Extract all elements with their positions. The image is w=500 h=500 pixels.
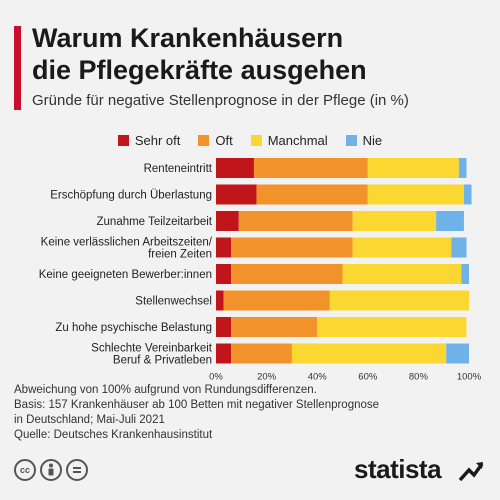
bar-segment [216,317,232,337]
bar-segment [352,211,437,231]
legend-label-oft: Oft [215,132,233,148]
bar-segment [367,158,459,178]
bar-segment [436,211,464,231]
bar-segment [463,184,472,205]
title-accent-bar [14,26,21,110]
chart-title: Warum Krankenhäusern die Pflegekräfte au… [32,22,472,86]
bar-segment [451,237,467,258]
bar-segment [231,264,343,284]
category-label: Renteneintritt [144,163,213,175]
footnote-line-3: in Deutschland; Mai-Juli 2021 [14,414,165,426]
title-line-2: die Pflegekräfte ausgehen [32,55,367,85]
bar-segment [231,343,292,364]
x-tick-label: 40% [308,372,328,383]
legend-label-nie: Nie [362,132,383,148]
bar-segment [461,264,469,284]
x-tick-label: 0% [209,372,223,383]
stacked-bar-chart: Renteneintritt Erschöpfung durch Überlast… [39,158,482,383]
category-label: Keine verlässlichen Arbeitszeiten/freien… [41,237,213,261]
bar-segment [329,290,469,311]
legend-swatch-manchmal [250,134,262,146]
bar-segment [216,290,224,311]
legend-swatch-nie [345,134,357,146]
bar-segment [238,211,353,231]
chart-subtitle: Gründe für negative Stellenprognose in d… [32,92,409,109]
legend: Sehr oft Oft Manchmal Nie [0,131,500,149]
bar-segment [256,184,368,205]
legend-item-sehr-oft: Sehr oft [117,131,181,149]
bar-segment [458,158,467,178]
x-tick-label: 60% [358,372,378,383]
bar-segment [446,343,469,364]
legend-label-manchmal: Manchmal [267,132,328,148]
footnote-line-1: Abweichung von 100% aufgrund von Rundung… [14,384,317,396]
x-tick-label: 100% [457,372,482,383]
bar-segment [317,317,467,337]
bar-segment [367,184,464,205]
title-line-1: Warum Krankenhäusern [32,23,344,53]
legend-label-sehr-oft: Sehr oft [134,132,181,148]
bar-segment [342,264,462,284]
legend-item-manchmal: Manchmal [250,131,328,149]
x-tick-label: 20% [257,372,277,383]
category-label: Stellenwechsel [135,296,212,308]
bar-segment [216,264,232,284]
bar-segment [231,237,353,258]
category-label: Zunahme Teilzeitarbeit [97,216,213,228]
equals-icon[interactable] [66,459,88,481]
statista-logo[interactable]: statista [354,454,442,484]
bar-segment [253,158,368,178]
bar-segment [352,237,452,258]
cc-icon[interactable]: cc [14,459,36,481]
bar-segment [216,343,232,364]
bar-segment [216,211,239,231]
legend-swatch-sehr-oft [117,134,129,146]
bar-segment [231,317,318,337]
footnote-line-2: Basis: 157 Krankenhäuser ab 100 Betten m… [14,399,380,411]
legend-item-oft: Oft [198,131,233,149]
footnote-source: Quelle: Deutsches Krankenhausinstitut [14,429,213,441]
person-icon[interactable] [40,459,62,481]
bar-segment [223,290,330,311]
footnote: Abweichung von 100% aufgrund von Rundung… [14,383,484,443]
category-label: Erschöpfung durch Überlastung [50,190,212,202]
category-label: Zu hohe psychische Belastung [55,322,212,334]
category-label: Schlechte Vereinbarkeit Beruf & Privatleb… [91,343,213,367]
category-label: Keine geeigneten Bewerber:innen [39,269,212,281]
statista-logo-icon[interactable] [458,458,484,484]
license-badges[interactable]: cc [14,459,88,481]
bar-segment [291,343,447,364]
bar-segment [216,158,254,178]
bar-segment [216,237,232,258]
x-tick-label: 80% [409,372,429,383]
legend-swatch-oft [198,134,210,146]
legend-item-nie: Nie [345,131,383,149]
bar-segment [216,184,257,205]
